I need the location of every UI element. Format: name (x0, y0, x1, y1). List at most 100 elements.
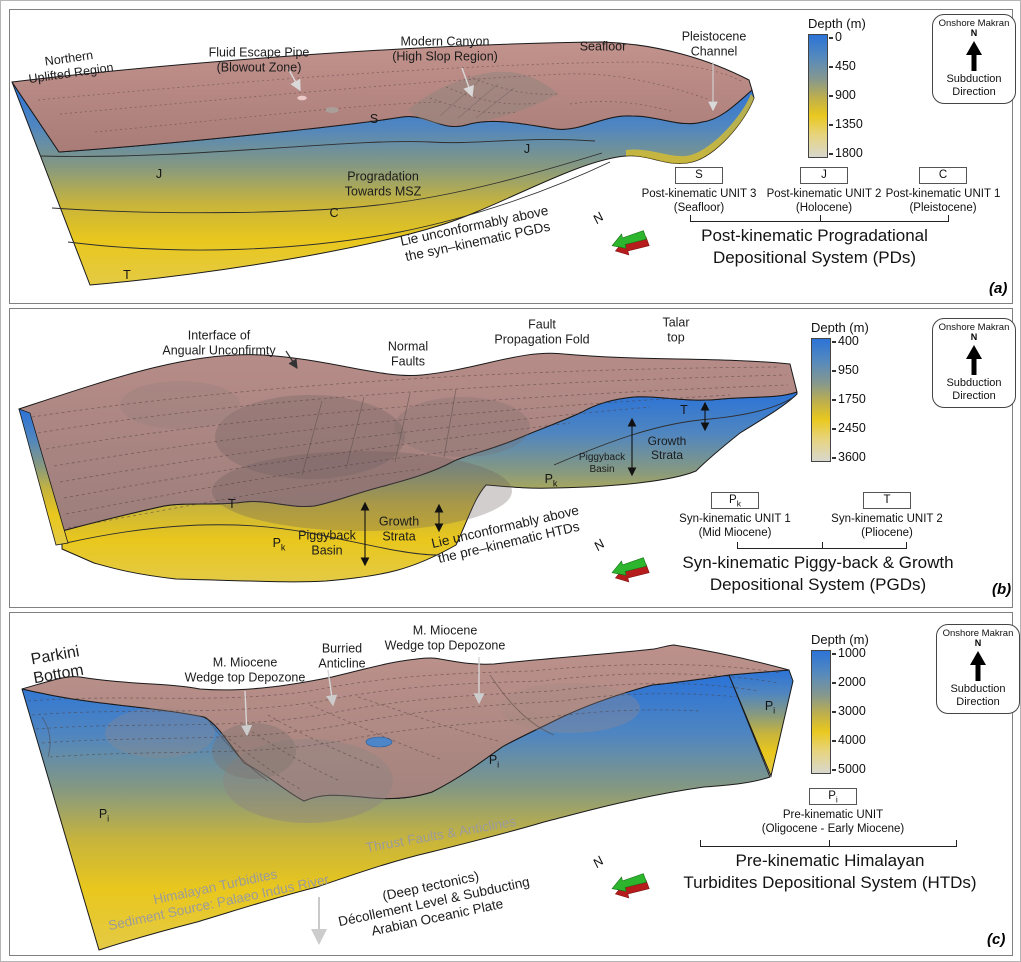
label-pleistocene-channel: Pleistocene Channel (681, 29, 747, 58)
tick: 900 (829, 88, 863, 102)
tick: 2000 (832, 675, 866, 689)
legend-bracket (700, 840, 957, 847)
horizon-letter-t-right: T (680, 403, 688, 417)
colorbar-ticks: 400 950 1750 2450 3600 (832, 334, 866, 464)
legend-title: Post-kinematic Progradational Deposition… (622, 225, 1007, 269)
tick: 950 (832, 363, 866, 377)
tick: 3600 (832, 450, 866, 464)
unit-line1: Post-kinematic UNIT 2 (766, 188, 882, 200)
label-piggyback-basin-right: Piggyback Basin (578, 452, 626, 475)
unit-code-box: J (800, 167, 848, 184)
legend-b: Pk Syn-kinematic UNIT 1 (Mid Miocene) T … (652, 492, 984, 602)
horizon-letter-pi-right: Pi (764, 698, 776, 716)
horizon-line-right (553, 396, 795, 466)
legend-title-line1: Post-kinematic Progradational (701, 226, 928, 245)
label-seafloor: Seafloor (579, 39, 627, 54)
label-fluid-escape-pipe: Fluid Escape Pipe (Blowout Zone) (208, 45, 310, 74)
label-interface-unconformity: Interface of Angualr Unconfirmty (162, 328, 276, 357)
legend-unit-pi: Pi Pre-kinematic UNIT (Oligocene - Early… (733, 788, 933, 836)
horizon-line-c (51, 152, 603, 214)
pointer-arrows (240, 657, 485, 945)
growth-strata-arrows (360, 401, 710, 567)
left-edge-sliver (18, 408, 69, 546)
interface-arrow (285, 350, 298, 370)
label-fault-propagation-fold: Fault Propagation Fold (494, 317, 590, 346)
legend-unit-t: T Syn-kinematic UNIT 2 (Pliocene) (804, 492, 970, 540)
subduction-compass-a: Onshore Makran N Subduction Direction (932, 14, 1016, 105)
unit-line1: Post-kinematic UNIT 3 (641, 188, 757, 200)
depth-colorbar-b: Depth (m) 400 950 1750 2450 3600 (811, 320, 901, 464)
tick: 450 (829, 59, 863, 73)
top-surface (11, 41, 753, 153)
compass-north-label: N (974, 638, 982, 648)
seafloor-contours (37, 61, 744, 133)
canyon-pond (365, 736, 393, 748)
depth-colorbar-a: Depth (m) 0 450 900 1350 1800 (808, 16, 898, 160)
panel-letter-b: (b) (992, 581, 1012, 598)
colorbar-title: Depth (m) (811, 320, 869, 335)
north-arrow-3d-icon (611, 230, 650, 256)
tick: 400 (832, 334, 866, 348)
north-arrow-3d-icon (611, 873, 650, 899)
unit-line1: Post-kinematic UNIT 1 (885, 188, 1001, 200)
pointer-arrows (287, 62, 718, 112)
horizon-letter-pk-mid: Pk (544, 471, 558, 489)
legend-unit-j: J Post-kinematic UNIT 2 (Holocene) (759, 167, 889, 215)
surface-contours (27, 664, 781, 790)
fluid-escape-pipe-mark (296, 95, 308, 101)
label-growth-strata-left: Growth Strata (378, 514, 420, 543)
legend-title-line2: Turbidites Depositional System (HTDs) (683, 873, 977, 893)
unit-code-box: S (675, 167, 723, 184)
compass-north-label: N (970, 28, 978, 38)
compass-caption: Subduction Direction (950, 682, 1006, 709)
compass-region-label: Onshore Makran (942, 628, 1014, 639)
label-wedge-top-depozone-2: M. Miocene Wedge top Depozone (384, 623, 506, 652)
depth-colorbar-c: Depth (m) 1000 2000 3000 4000 5000 (811, 632, 901, 776)
colorbar-ticks: 1000 2000 3000 4000 5000 (832, 646, 866, 776)
legend-unit-c: C Post-kinematic UNIT 1 (Pleistocene) (878, 167, 1008, 215)
surface-contours (31, 366, 789, 529)
compass-caption: Subduction Direction (946, 72, 1002, 99)
horizon-letter-s: S (369, 112, 379, 126)
colorbar-ticks: 0 450 900 1350 1800 (829, 30, 863, 160)
tick: 0 (829, 30, 863, 44)
compass-caption: Subduction Direction (946, 376, 1002, 403)
legend-title: Syn-kinematic Piggy-back & Growth Deposi… (652, 552, 984, 596)
legend-title-line1: Syn-kinematic Piggy-back & Growth (682, 553, 954, 572)
legend-title-line2: Depositional System (PGDs) (709, 575, 927, 595)
unit-line2: (Holocene) (795, 202, 853, 215)
label-normal-faults: Normal Faults (387, 339, 429, 368)
legend-unit-s: S Post-kinematic UNIT 3 (Seafloor) (634, 167, 764, 215)
tick: 1350 (829, 117, 863, 131)
tick: 5000 (832, 762, 866, 776)
legend-title-line2: Depositional System (PDs) (712, 248, 917, 268)
colorbar-title: Depth (m) (808, 16, 866, 31)
tick: 4000 (832, 733, 866, 747)
thrust-fault-lines (41, 674, 555, 782)
legend-c: Pi Pre-kinematic UNIT (Oligocene - Early… (660, 788, 1000, 898)
subduction-compass-b: Onshore Makran N Subduction Direction (932, 318, 1016, 409)
unit-line2: (Oligocene - Early Miocene) (761, 823, 905, 836)
label-piggyback-basin-left: Piggyback Basin (298, 528, 356, 557)
label-growth-strata-right: Growth Strata (647, 433, 687, 462)
unit-code-box: T (863, 492, 911, 509)
pockmark (325, 107, 339, 113)
panel-c: Parkini Bottom M. Miocene Wedge top Depo… (9, 612, 1020, 956)
label-wedge-top-depozone-1: M. Miocene Wedge top Depozone (184, 655, 306, 684)
top-surface (18, 352, 798, 532)
legend-bracket (690, 215, 949, 222)
compass-region-label: Onshore Makran (938, 322, 1010, 333)
horizon-letter-pk-left: Pk (272, 535, 286, 553)
legend-title: Pre-kinematic Himalayan Turbidites Depos… (660, 850, 1000, 894)
tick: 2450 (832, 421, 866, 435)
horizon-line-t (67, 161, 611, 251)
unit-line1: Pre-kinematic UNIT (782, 809, 884, 821)
north-arrow-icon (966, 40, 982, 71)
block-diagram-b (18, 350, 798, 583)
label-modern-canyon: Modern Canyon (High Slop Region) (392, 34, 498, 63)
compass-region-label: Onshore Makran (938, 18, 1010, 29)
subduction-compass-c: Onshore Makran N Subduction Direction (936, 624, 1020, 715)
canyon-gullies (439, 79, 515, 119)
horizon-letter-pi-left: Pi (98, 806, 110, 824)
